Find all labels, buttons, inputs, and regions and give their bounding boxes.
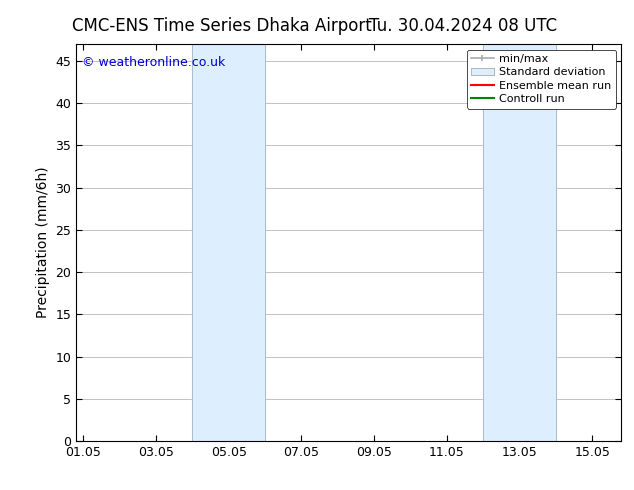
Bar [483, 44, 556, 441]
Legend: min/max, Standard deviation, Ensemble mean run, Controll run: min/max, Standard deviation, Ensemble me… [467, 49, 616, 109]
Text: © weatheronline.co.uk: © weatheronline.co.uk [82, 56, 225, 69]
Text: CMC-ENS Time Series Dhaka Airport: CMC-ENS Time Series Dhaka Airport [72, 17, 372, 35]
Bar [192, 44, 265, 441]
Text: Tu. 30.04.2024 08 UTC: Tu. 30.04.2024 08 UTC [369, 17, 557, 35]
Y-axis label: Precipitation (mm/6h): Precipitation (mm/6h) [36, 167, 50, 318]
